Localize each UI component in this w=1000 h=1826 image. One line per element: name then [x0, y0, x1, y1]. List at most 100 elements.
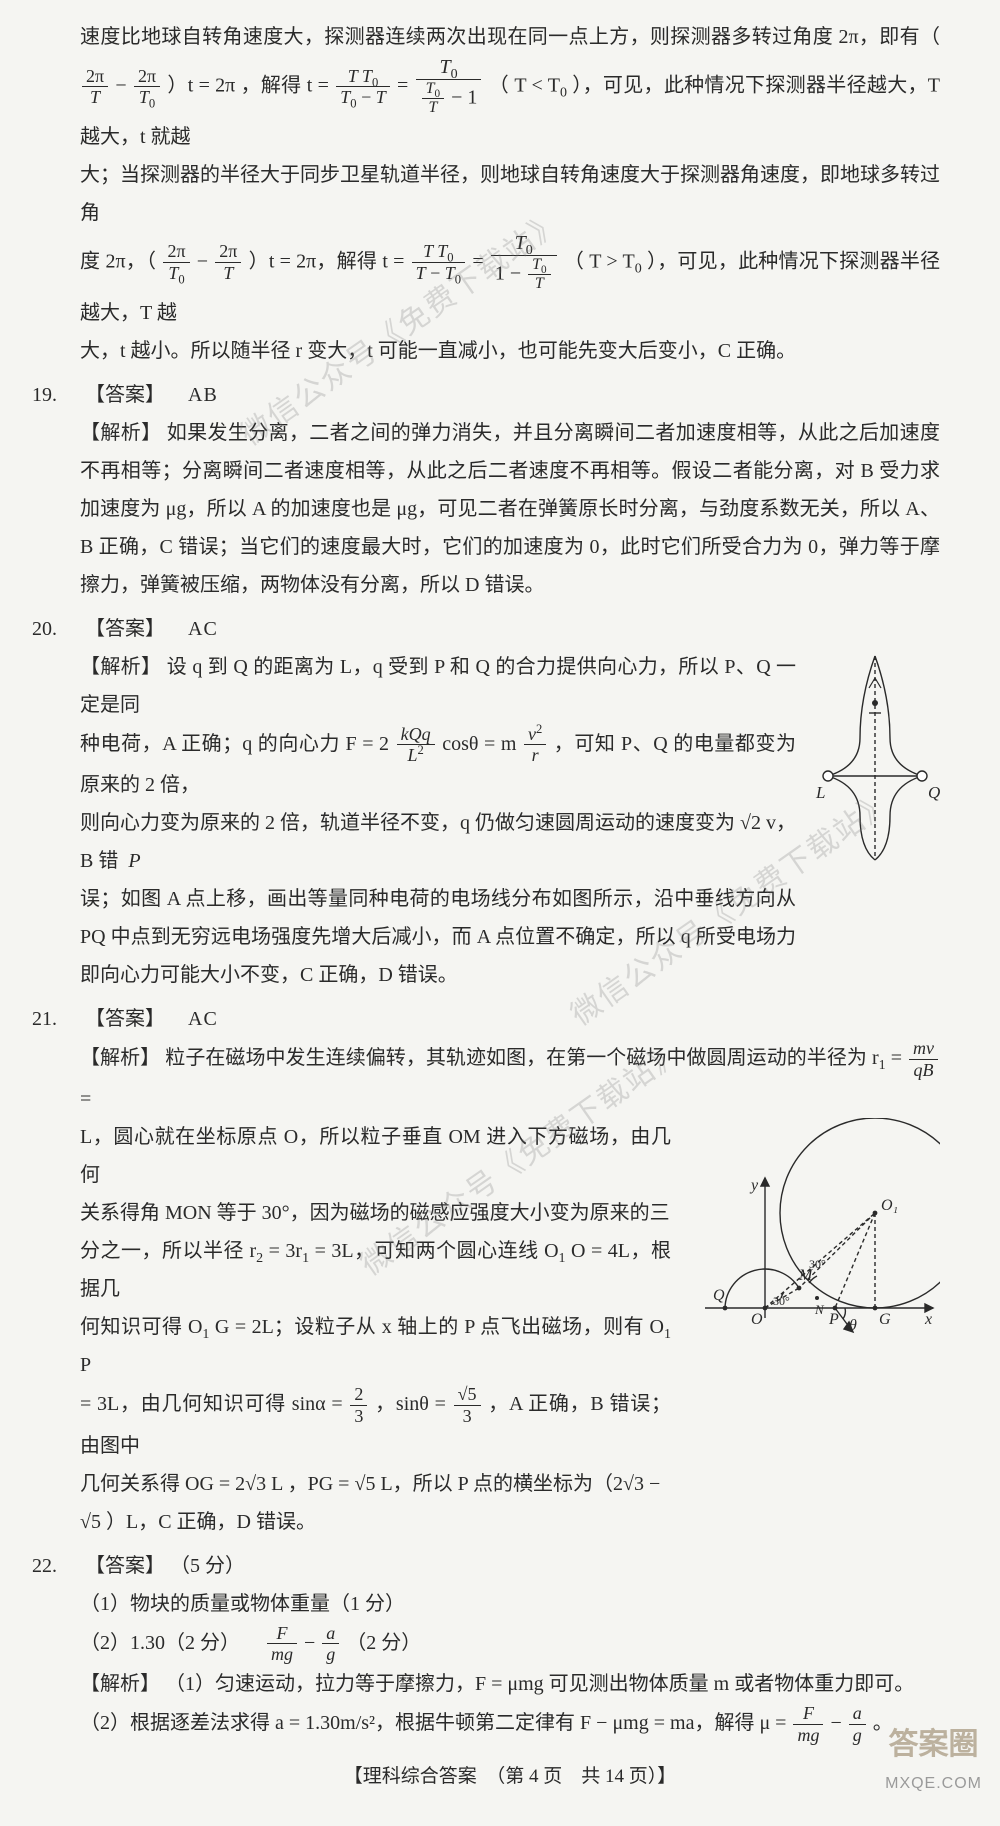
- q20-explanation: 【解析】 设 q 到 Q 的距离为 L，q 受到 P 和 Q 的合力提供向心力，…: [80, 648, 796, 724]
- corner-watermark-url: MXQE.COM: [885, 1775, 982, 1792]
- fraction: ag: [849, 1703, 866, 1745]
- points: （5 分）: [170, 1555, 245, 1577]
- intro-para: 大；当探测器的半径大于同步卫星轨道半径，则地球自转角速度大于探测器角速度，即地球…: [80, 156, 940, 232]
- fraction: 2πT: [82, 66, 108, 108]
- fraction: T T0T − T0: [412, 241, 465, 283]
- q21-explanation: 关系得角 MON 等于 30°，因为磁场的磁感应强度大小变为原来的三: [80, 1194, 671, 1232]
- q20-explanation: 种电荷，A 正确；q 的向心力 F = 2 kQqL2 cosθ = m v2r…: [80, 724, 796, 804]
- text: 种电荷，A 正确；q 的向心力 F = 2: [80, 732, 395, 754]
- fraction: T0 T0T − 1: [416, 56, 482, 118]
- text: = 3L，由几何知识可得 sinα =: [80, 1393, 348, 1415]
- explanation-label: 【解析】: [80, 1047, 160, 1069]
- explanation-label: 【解析】: [80, 656, 161, 678]
- svg-text:O: O: [751, 1311, 763, 1328]
- text: 速度比地球自转角速度大，探测器连续两次出现在同一点上方，则探测器多转过角度 2π…: [80, 26, 940, 48]
- answer-label: 【答案】: [85, 618, 165, 640]
- answer-value: AC: [188, 610, 218, 648]
- answer-label: 【答案】: [85, 384, 165, 406]
- text: 何知识可得 O: [80, 1316, 202, 1338]
- q19-answer: 19. 【答案】 AB: [32, 376, 940, 414]
- q20-explanation-row: 【解析】 设 q 到 Q 的距离为 L，q 受到 P 和 Q 的合力提供向心力，…: [80, 648, 940, 994]
- svg-text:y: y: [749, 1177, 759, 1194]
- svg-text:θ: θ: [849, 1317, 857, 1334]
- svg-text:N: N: [814, 1302, 825, 1317]
- text: =: [891, 1047, 907, 1069]
- svg-text:30°: 30°: [773, 1294, 790, 1308]
- explanation-label: 【解析】: [80, 1673, 160, 1695]
- question-number: 21.: [32, 1000, 80, 1038]
- q21-explanation: = 3L，由几何知识可得 sinα = 23 ，sinθ = √53 ，A 正确…: [80, 1384, 671, 1464]
- text: = 3r: [269, 1240, 302, 1262]
- text: 粒子在磁场中发生连续偏转，其轨迹如图，在第一个磁场中做圆周运动的半径为 r: [165, 1047, 878, 1069]
- q21-explanation: √5 ）L，C 正确，D 错误。: [80, 1503, 940, 1541]
- text: ）t = 2π，解得 t =: [249, 250, 410, 272]
- q22-explanation: （2）根据逐差法求得 a = 1.30m/s²，根据牛顿第二定律有 F − μm…: [80, 1703, 940, 1745]
- question-number: 20.: [32, 610, 80, 648]
- text: ）t = 2π ，解得 t =: [167, 74, 334, 96]
- fraction: √53: [454, 1384, 481, 1426]
- q22-answer: 22. 【答案】 （5 分）: [32, 1547, 940, 1585]
- fraction: 2πT0: [134, 66, 160, 108]
- explanation-label: 【解析】: [80, 422, 161, 444]
- q19-explanation: 【解析】 如果发生分离，二者之间的弹力消失，并且分离瞬间二者加速度相等，从此之后…: [80, 414, 940, 604]
- text: （ T > T: [564, 250, 635, 272]
- question-number: 22.: [32, 1547, 80, 1585]
- q20-explanation: 则向心力变为原来的 2 倍，轨道半径不变，q 仍做匀速圆周运动的速度变为 √2 …: [80, 804, 796, 880]
- answer-value: AC: [188, 1000, 218, 1038]
- fraction: mvqB: [909, 1038, 938, 1080]
- answer-label: 【答案】: [85, 1008, 165, 1030]
- q21-figure: O O₁ M N P G Q x y θ 30° 30°: [685, 1118, 940, 1366]
- q21-explanation-row: L，圆心就在坐标原点 O，所以粒子垂直 OM 进入下方磁场，由几何 关系得角 M…: [80, 1118, 940, 1464]
- intro-para: 度 2π，（ 2πT0 − 2πT ）t = 2π，解得 t = T T0T −…: [80, 232, 940, 332]
- text: 度 2π，（: [80, 250, 156, 272]
- svg-text:G: G: [879, 1311, 891, 1328]
- q21-explanation: 几何关系得 OG = 2√3 L ，PG = √5 L，所以 P 点的横坐标为（…: [80, 1465, 940, 1503]
- fraction: 23: [350, 1384, 367, 1426]
- fraction: ag: [322, 1623, 339, 1665]
- q20-explanation: 误；如图 A 点上移，画出等量同种电荷的电场线分布如图所示，沿中垂线方向从 PQ…: [80, 880, 796, 994]
- q21-explanation: L，圆心就在坐标原点 O，所以粒子垂直 OM 进入下方磁场，由几何: [80, 1118, 671, 1194]
- fraction: v2r: [524, 724, 546, 766]
- fraction: Fmg: [793, 1703, 823, 1745]
- svg-text:x: x: [924, 1311, 932, 1328]
- text: 则向心力变为原来的 2 倍，轨道半径不变，q 仍做匀速圆周运动的速度变为 √2 …: [80, 812, 796, 872]
- q22-line: （1）物块的质量或物体重量（1 分）: [80, 1585, 940, 1623]
- q20-figure: L Q: [810, 648, 940, 881]
- svg-text:O₁: O₁: [881, 1197, 898, 1214]
- intro-para: 大，t 越小。所以随半径 r 变大，t 可能一直减小，也可能先变大后变小，C 正…: [80, 332, 940, 370]
- text: （2）根据逐差法求得 a = 1.30m/s²，根据牛顿第二定律有 F − μm…: [80, 1712, 791, 1734]
- corner-watermark: 答案圈 MXQE.COM: [885, 1716, 982, 1799]
- q22-line: （2）1.30（2 分） Fmg − ag （2 分）: [80, 1623, 940, 1665]
- fraction: T0 1 − T0T: [491, 232, 557, 294]
- q21-explanation: 何知识可得 O1 G = 2L；设粒子从 x 轴上的 P 点飞出磁场，则有 O1…: [80, 1308, 671, 1384]
- q21-explanation: 【解析】 粒子在磁场中发生连续偏转，其轨迹如图，在第一个磁场中做圆周运动的半径为…: [80, 1038, 940, 1118]
- text: P: [80, 1354, 91, 1376]
- fraction: T T0T0 − T: [336, 66, 389, 108]
- svg-text:P: P: [828, 1311, 839, 1328]
- question-number: 19.: [32, 376, 80, 414]
- explanation-text: 如果发生分离，二者之间的弹力消失，并且分离瞬间二者加速度相等，从此之后加速度不再…: [80, 422, 940, 596]
- svg-text:Q: Q: [713, 1287, 725, 1304]
- text: （2 分）: [346, 1631, 421, 1653]
- text: （1）匀速运动，拉力等于摩擦力，F = μmg 可见测出物体质量 m 或者物体重…: [165, 1673, 914, 1695]
- text: 设 q 到 Q 的距离为 L，q 受到 P 和 Q 的合力提供向心力，所以 P、…: [80, 656, 796, 716]
- svg-text:L: L: [815, 783, 825, 802]
- text: ，sinθ =: [375, 1393, 451, 1415]
- fraction: kQqL2: [397, 724, 435, 766]
- intro-para: 速度比地球自转角速度大，探测器连续两次出现在同一点上方，则探测器多转过角度 2π…: [80, 18, 940, 156]
- text: G = 2L；设粒子从 x 轴上的 P 点飞出磁场，则有 O: [215, 1316, 664, 1338]
- q20-answer: 20. 【答案】 AC: [32, 610, 940, 648]
- svg-text:30°: 30°: [809, 1257, 826, 1271]
- fraction: 2πT: [215, 241, 241, 283]
- page-footer: 【理科综合答案 （第 4 页 共 14 页）】: [80, 1759, 940, 1795]
- fraction: Fmg: [267, 1623, 297, 1665]
- text: = 3L，可知两个圆心连线 O: [315, 1240, 559, 1262]
- q21-explanation: 分之一，所以半径 r2 = 3r1 = 3L，可知两个圆心连线 O1 O = 4…: [80, 1232, 671, 1308]
- fraction: 2πT0: [163, 241, 189, 283]
- answer-label: 【答案】: [85, 1555, 165, 1577]
- text: 分之一，所以半径 r: [80, 1240, 256, 1262]
- text: （2）1.30（2 分）: [80, 1631, 240, 1653]
- q22-explanation: 【解析】 （1）匀速运动，拉力等于摩擦力，F = μmg 可见测出物体质量 m …: [80, 1665, 940, 1703]
- q21-answer: 21. 【答案】 AC: [32, 1000, 940, 1038]
- svg-text:Q: Q: [928, 783, 940, 802]
